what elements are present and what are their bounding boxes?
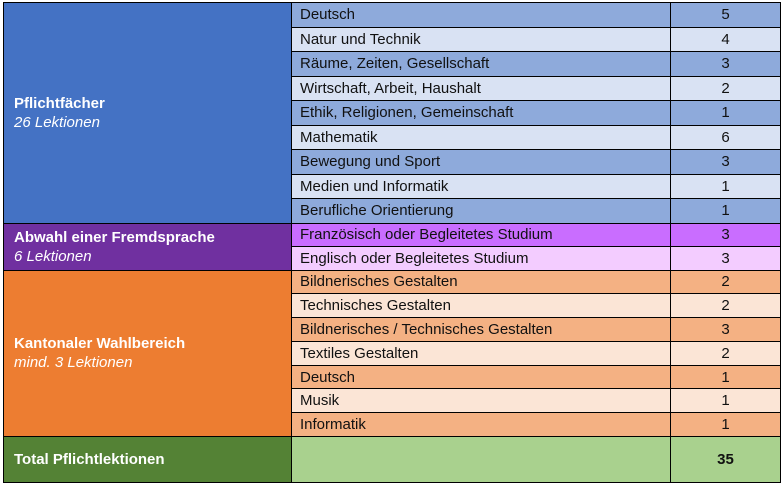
lessons-cell: 3 <box>670 222 781 247</box>
subject-cell: Mathematik <box>291 124 671 150</box>
lessons-cell: 1 <box>670 173 781 199</box>
subject-cell: Bildnerisches Gestalten <box>291 269 671 295</box>
subject-cell: Berufliche Orientierung <box>291 198 671 224</box>
lessons-cell: 1 <box>670 198 781 224</box>
subject-cell: Informatik <box>291 412 671 438</box>
table-row: Räume, Zeiten, Gesellschaft 3 <box>4 51 781 77</box>
subject-cell: Technisches Gestalten <box>291 293 671 319</box>
group-cell-wahlbereich: Kantonaler Wahlbereich mind. 3 Lektionen <box>3 269 292 438</box>
subject-cell: Deutsch <box>291 364 671 390</box>
table-row: Pflichtfächer 26 Lektionen Deutsch 5 <box>3 2 781 224</box>
table-row: Bildnerisches / Technisches Gestalten 3 <box>4 317 781 342</box>
lessons-cell: 4 <box>670 26 781 52</box>
table-row: Abwahl einer Fremdsprache 6 Lektionen Fr… <box>3 222 781 271</box>
lessons-cell: 1 <box>670 100 781 126</box>
table-row: Bewegung und Sport 3 <box>4 149 781 175</box>
lessons-cell: 3 <box>670 51 781 77</box>
lesson-table: Pflichtfächer 26 Lektionen Deutsch 5 Nat… <box>3 2 781 484</box>
lessons-cell: 5 <box>670 2 781 28</box>
subject-cell: Musik <box>291 388 671 414</box>
lessons-cell: 6 <box>670 124 781 150</box>
total-spacer <box>291 436 671 484</box>
table-row: Wirtschaft, Arbeit, Haushalt 2 <box>4 75 781 101</box>
table-row: Technisches Gestalten 2 <box>4 293 781 319</box>
subject-cell: Englisch oder Begleitetes Studium <box>291 246 671 271</box>
subject-cell: Textiles Gestalten <box>291 340 671 366</box>
lessons-cell: 1 <box>670 388 781 414</box>
subject-cell: Ethik, Religionen, Gemeinschaft <box>291 100 671 126</box>
lessons-cell: 2 <box>670 293 781 319</box>
subject-cell: Deutsch <box>291 2 671 28</box>
group-title: Pflichtfächer <box>14 94 105 112</box>
group-cell-pflichtfaecher: Pflichtfächer 26 Lektionen <box>3 2 292 224</box>
total-row: Total Pflichtlektionen 35 <box>3 436 781 484</box>
lessons-cell: 1 <box>670 412 781 438</box>
table-row: Ethik, Religionen, Gemeinschaft 1 <box>4 100 781 126</box>
table-row: Berufliche Orientierung 1 <box>4 198 781 224</box>
lessons-cell: 3 <box>670 317 781 342</box>
lessons-cell: 2 <box>670 75 781 101</box>
group-subtitle: 26 Lektionen <box>14 113 100 131</box>
subject-cell: Französisch oder Begleitetes Studium <box>291 222 671 247</box>
table-row: Medien und Informatik 1 <box>4 173 781 199</box>
lessons-cell: 2 <box>670 269 781 295</box>
total-value: 35 <box>670 436 781 484</box>
subject-cell: Räume, Zeiten, Gesellschaft <box>291 51 671 77</box>
subject-cell: Natur und Technik <box>291 26 671 52</box>
subject-cell: Wirtschaft, Arbeit, Haushalt <box>291 75 671 101</box>
lessons-cell: 1 <box>670 364 781 390</box>
group-subtitle: 6 Lektionen <box>14 247 92 265</box>
lessons-cell: 3 <box>670 149 781 175</box>
lessons-cell: 3 <box>670 246 781 271</box>
table-row: Deutsch 1 <box>4 364 781 390</box>
subject-cell: Bewegung und Sport <box>291 149 671 175</box>
table-row: Mathematik 6 <box>4 124 781 150</box>
subject-cell: Bildnerisches / Technisches Gestalten <box>291 317 671 342</box>
subject-cell: Medien und Informatik <box>291 173 671 199</box>
total-label: Total Pflichtlektionen <box>3 436 292 484</box>
group-title: Abwahl einer Fremdsprache <box>14 228 215 246</box>
group-subtitle: mind. 3 Lektionen <box>14 354 133 372</box>
table-row: Kantonaler Wahlbereich mind. 3 Lektionen… <box>3 269 781 438</box>
lessons-cell: 2 <box>670 340 781 366</box>
table-row: Natur und Technik 4 <box>4 26 781 52</box>
table-row: Informatik 1 <box>4 412 781 438</box>
group-title: Kantonaler Wahlbereich <box>14 335 186 353</box>
group-cell-fremdsprache: Abwahl einer Fremdsprache 6 Lektionen <box>3 222 292 271</box>
